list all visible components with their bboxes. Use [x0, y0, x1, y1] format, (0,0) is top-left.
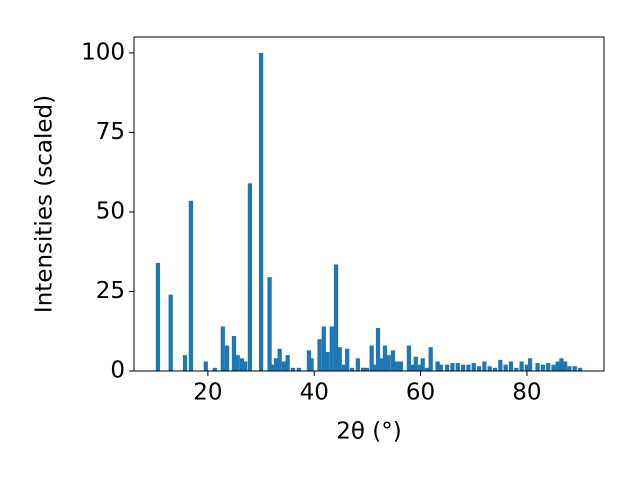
bar	[559, 358, 564, 371]
y-tick-label: 75	[96, 119, 125, 145]
x-tick-label: 20	[193, 380, 222, 406]
bar	[273, 358, 279, 371]
bar	[306, 350, 312, 371]
bar	[424, 367, 430, 371]
bar	[281, 361, 287, 371]
bar	[182, 355, 188, 371]
bar	[555, 361, 560, 371]
bar	[337, 347, 342, 371]
bar	[247, 183, 253, 371]
bar	[417, 364, 423, 371]
bar	[503, 364, 508, 371]
bar	[428, 347, 433, 371]
bar	[345, 348, 350, 371]
bar	[572, 366, 577, 371]
bar	[519, 361, 524, 371]
bar	[406, 345, 412, 371]
bar	[325, 351, 330, 371]
bar	[290, 367, 296, 371]
bar	[413, 356, 418, 371]
bar	[375, 328, 381, 371]
bar	[277, 348, 282, 371]
bar	[438, 364, 443, 371]
x-tick-label: 60	[406, 380, 435, 406]
bar	[551, 364, 556, 371]
bar	[188, 200, 194, 371]
bar	[212, 367, 217, 371]
bar	[450, 363, 455, 371]
bar	[333, 264, 339, 371]
bar	[155, 262, 161, 371]
bar	[224, 345, 230, 371]
bar	[471, 363, 476, 371]
bar	[482, 361, 487, 371]
bar	[329, 326, 334, 371]
bar	[239, 358, 245, 371]
bar	[492, 367, 498, 371]
bar	[535, 363, 540, 371]
y-tick-label: 0	[110, 358, 125, 384]
bar	[296, 367, 301, 371]
bar	[341, 364, 347, 371]
bar	[540, 364, 545, 371]
bar	[168, 294, 173, 371]
y-tick-label: 50	[96, 198, 125, 224]
bar	[527, 358, 533, 371]
bar	[220, 326, 225, 371]
bar	[309, 358, 314, 371]
bar	[445, 364, 450, 371]
bar	[235, 355, 240, 371]
bar	[546, 363, 551, 371]
bar	[487, 366, 492, 371]
y-tick-label: 25	[96, 278, 125, 304]
bar	[361, 367, 366, 371]
bar	[476, 366, 482, 371]
bar	[398, 361, 404, 371]
bar	[577, 367, 583, 371]
bar	[386, 355, 391, 371]
bar	[514, 367, 519, 371]
bar	[524, 364, 530, 371]
bar	[466, 364, 471, 371]
bar	[355, 358, 360, 371]
bar	[390, 350, 396, 371]
bar	[267, 277, 272, 371]
bar	[231, 336, 237, 371]
bar	[258, 52, 264, 372]
bar	[242, 361, 248, 371]
x-axis-label: 2θ (°)	[336, 419, 401, 445]
bar	[321, 326, 326, 371]
bar	[567, 366, 572, 371]
bar	[435, 361, 440, 371]
bar	[364, 367, 369, 371]
bar	[379, 358, 384, 371]
bar	[203, 361, 208, 371]
y-axis-label: Intensities (scaled)	[32, 95, 58, 313]
bar	[563, 361, 568, 371]
bar	[460, 364, 466, 371]
bar	[395, 361, 400, 371]
bar	[349, 367, 355, 371]
bar	[372, 364, 377, 371]
y-tick-label: 100	[81, 39, 125, 65]
bar	[508, 361, 514, 371]
plot-frame	[133, 36, 605, 372]
bar	[270, 364, 275, 371]
bar	[369, 345, 374, 371]
bar	[455, 363, 460, 371]
bar	[498, 359, 503, 371]
bar	[410, 364, 415, 371]
bar	[420, 358, 425, 371]
x-tick-label: 80	[512, 380, 541, 406]
bar	[317, 339, 322, 371]
bar	[382, 345, 388, 371]
bar	[285, 355, 290, 371]
x-tick-label: 40	[300, 380, 329, 406]
